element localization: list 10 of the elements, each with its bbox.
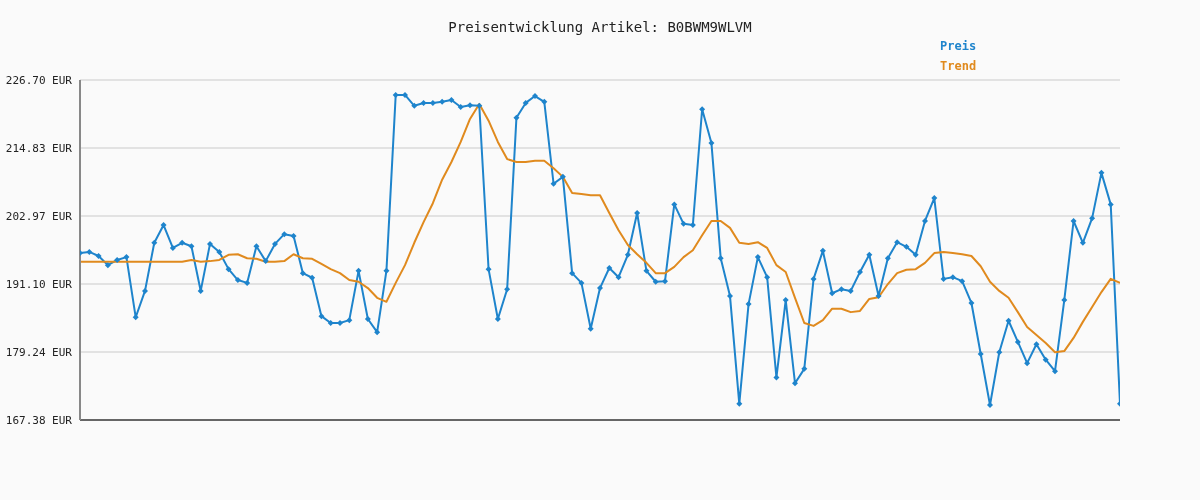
- text: Trend: [940, 58, 977, 75]
- line-series: [80, 103, 1120, 354]
- y-tick-label: 179.24 EUR: [5, 346, 73, 360]
- y-tick-label: 226.70 EUR: [5, 74, 73, 87]
- y-tick-label: 202.97 EUR: [5, 210, 73, 224]
- y-tick-label: 167.38 EUR: [5, 414, 73, 427]
- y-tick-label: 214.83 EUR: [5, 142, 73, 156]
- chart-title: Preisentwicklung Artikel: B0BWM9WLVM: [447, 19, 753, 35]
- text: Preis: [940, 38, 977, 55]
- y-tick-label: 191.10 EUR: [5, 278, 73, 292]
